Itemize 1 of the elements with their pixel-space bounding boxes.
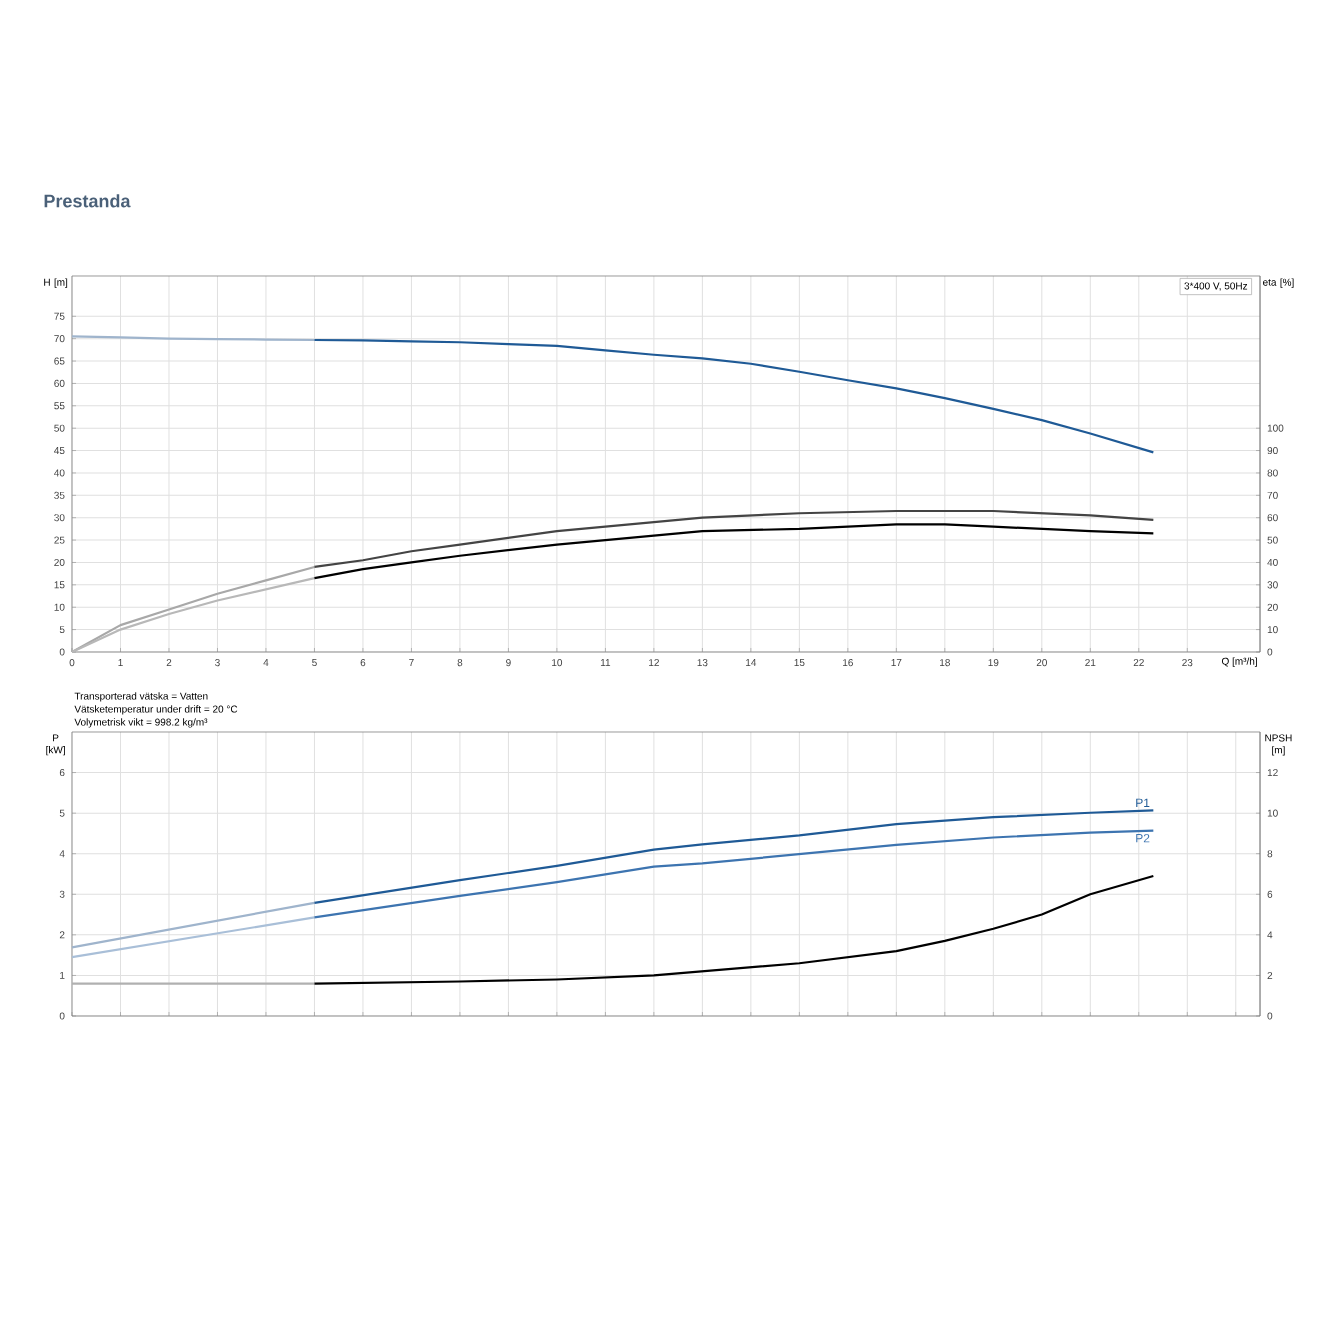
chart-title: Prestanda — [44, 194, 131, 208]
